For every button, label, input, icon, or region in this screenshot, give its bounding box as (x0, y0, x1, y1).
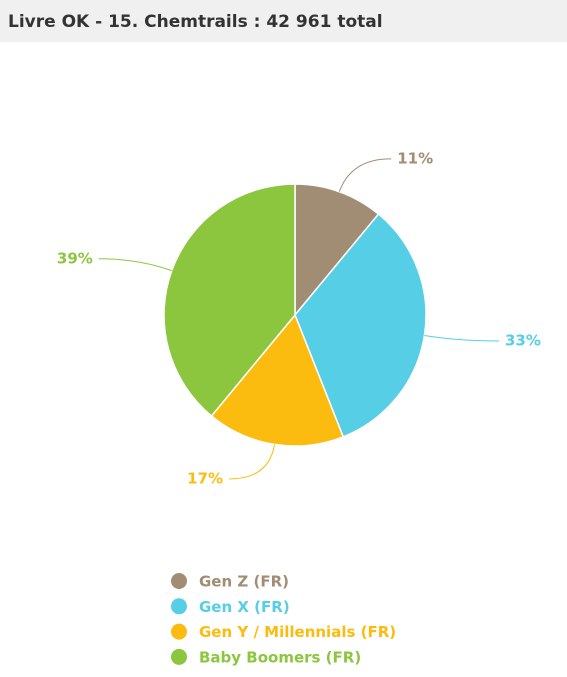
leader-line (424, 334, 499, 342)
legend-marker (171, 623, 187, 640)
data-label: 17% (187, 469, 223, 487)
leader-line (229, 444, 276, 480)
title-bar (0, 0, 567, 42)
legend-marker (171, 598, 187, 615)
leader-line (338, 158, 392, 192)
legend-label: Gen Z (FR) (199, 573, 289, 591)
leader-line (98, 258, 172, 272)
pie-slice (294, 213, 427, 438)
data-label: 33% (505, 331, 541, 349)
legend-label: Baby Boomers (FR) (199, 648, 361, 666)
chart-title: Livre OK - 15. Chemtrails : 42 961 total (8, 12, 383, 32)
data-label: 39% (57, 249, 93, 267)
legend-marker (171, 573, 187, 589)
legend-label: Gen Y / Millennials (FR) (199, 623, 396, 641)
data-label: 11% (397, 149, 433, 167)
legend-marker (171, 648, 187, 665)
legend-label: Gen X (FR) (199, 598, 290, 616)
pie-slice (210, 313, 345, 447)
